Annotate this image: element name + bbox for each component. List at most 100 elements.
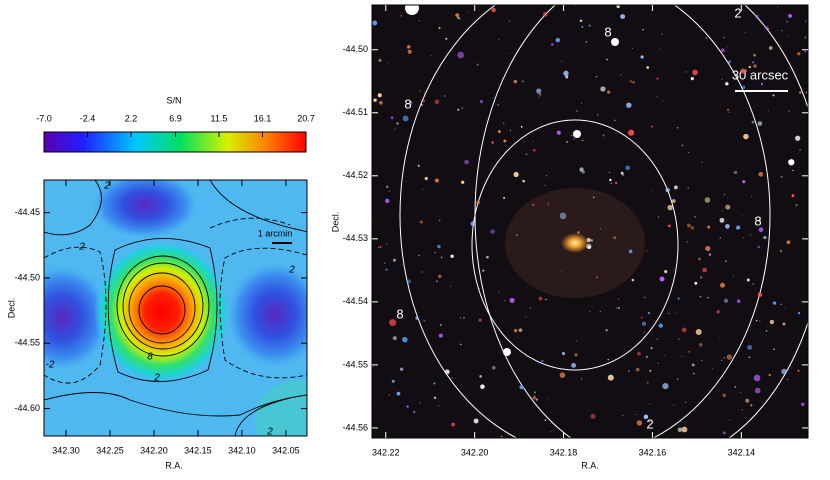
star: [498, 290, 500, 293]
star: [394, 128, 396, 130]
star: [704, 197, 711, 203]
star: [753, 374, 761, 382]
star: [534, 391, 536, 393]
star: [509, 129, 511, 132]
star: [643, 296, 646, 299]
star: [759, 320, 761, 322]
star: [407, 49, 412, 54]
heatmap-panel: S/N 1 arcmin R.A. Decl.: [6, 95, 308, 470]
star: [781, 368, 788, 375]
star: [694, 215, 697, 218]
star: [470, 221, 476, 227]
star: [643, 414, 649, 420]
star: [701, 359, 703, 362]
star: [723, 36, 725, 39]
star: [532, 148, 536, 152]
star: [702, 267, 707, 273]
star: [636, 420, 643, 426]
star: [719, 337, 721, 339]
star: [593, 196, 595, 198]
star: [741, 409, 743, 411]
star: [413, 411, 416, 414]
star: [734, 170, 738, 174]
star: [632, 81, 635, 84]
star: [525, 153, 528, 156]
star: [765, 329, 768, 332]
star: [760, 82, 764, 86]
star: [755, 14, 760, 19]
star: [421, 188, 423, 190]
star: [657, 362, 660, 365]
star: [743, 133, 749, 140]
star: [418, 254, 420, 257]
star: [695, 27, 697, 29]
star: [748, 356, 751, 359]
star: [455, 13, 460, 18]
star: [387, 63, 389, 65]
star: [476, 200, 480, 205]
star: [613, 236, 617, 240]
star: [788, 159, 795, 166]
star: [646, 381, 649, 384]
star: [708, 253, 712, 256]
star: [772, 301, 777, 305]
star: [780, 175, 783, 178]
star: [649, 369, 652, 372]
plot-frame: [43, 179, 308, 437]
star: [677, 427, 683, 432]
star: [805, 91, 808, 94]
star: [677, 297, 680, 300]
star: [579, 19, 583, 22]
contour-label: 8: [396, 306, 403, 321]
star: [491, 365, 496, 370]
x-tick-label: 342.30: [52, 445, 80, 455]
star: [701, 161, 703, 163]
star: [522, 179, 525, 183]
star: [500, 435, 503, 438]
star: [478, 318, 482, 322]
y-axis-label: Decl.: [6, 298, 16, 319]
star: [740, 391, 742, 393]
star: [761, 401, 763, 403]
star: [516, 234, 518, 237]
star: [521, 80, 524, 83]
star: [692, 372, 695, 375]
star: [600, 86, 606, 92]
bright-star: [503, 348, 511, 356]
star: [757, 245, 760, 249]
star: [723, 298, 729, 303]
star: [754, 387, 761, 394]
star: [384, 262, 386, 264]
star: [643, 331, 645, 333]
star: [566, 141, 568, 143]
star: [725, 82, 729, 86]
star: [791, 194, 795, 198]
star: [626, 102, 632, 108]
star: [490, 229, 495, 234]
star: [379, 245, 382, 248]
star: [424, 176, 428, 181]
star: [544, 184, 546, 186]
star: [589, 310, 591, 312]
star: [622, 414, 624, 416]
star: [498, 38, 500, 41]
star: [742, 85, 746, 89]
star: [745, 398, 750, 403]
star: [378, 58, 382, 62]
star: [386, 185, 389, 188]
contour-label: 2: [103, 181, 110, 192]
star: [513, 79, 518, 84]
star: [650, 347, 653, 350]
star: [457, 108, 460, 111]
colorbar-tick-label: 6.9: [169, 113, 182, 123]
star: [780, 303, 782, 306]
star: [402, 115, 409, 122]
y-tick-label: -44.51: [342, 107, 368, 117]
contour-label: 2: [153, 373, 160, 384]
colorbar-tick-label: 16.1: [254, 113, 272, 123]
star: [656, 338, 658, 340]
star: [688, 350, 691, 353]
star: [576, 110, 578, 112]
star: [648, 421, 650, 423]
star: [622, 174, 625, 177]
